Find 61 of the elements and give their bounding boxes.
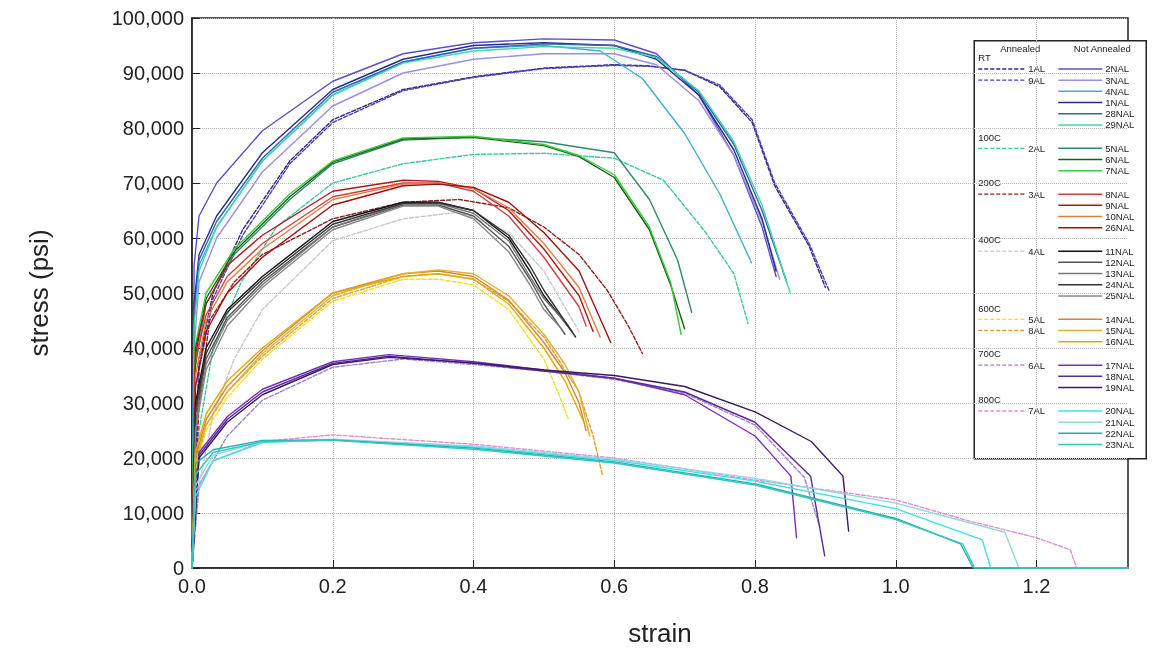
legend-label: 20NAL: [1105, 405, 1135, 417]
annotation: Not Annealed: [1073, 43, 1131, 55]
y-tick-label: 70,000: [122, 172, 184, 194]
y-tick-label: 30,000: [122, 392, 184, 414]
legend-label: 5AL: [1028, 313, 1046, 325]
y-tick-label: 100,000: [111, 7, 184, 29]
y-tick-label: 40,000: [122, 337, 184, 359]
x-tick-label: 0.2: [318, 575, 347, 597]
legend-label: 8AL: [1028, 325, 1046, 337]
legend-label: 4AL: [1028, 245, 1046, 257]
annotation: 600C: [978, 302, 1002, 314]
legend-label: 1NAL: [1105, 97, 1130, 109]
legend-label: 29NAL: [1105, 119, 1135, 131]
annotation: 700C: [978, 348, 1002, 360]
annotation: 100C: [978, 131, 1002, 143]
legend-label: 28NAL: [1105, 108, 1135, 120]
legend-label: 3AL: [1028, 188, 1046, 200]
legend-label: 6NAL: [1105, 154, 1130, 166]
legend-label: 9NAL: [1105, 199, 1130, 211]
legend-label: 19NAL: [1105, 382, 1135, 394]
y-axis-title: stress (psi): [24, 229, 54, 357]
legend-label: 4NAL: [1105, 85, 1130, 97]
legend-label: 13NAL: [1105, 268, 1135, 280]
legend-label: 12NAL: [1105, 256, 1135, 268]
y-tick-label: 50,000: [122, 282, 184, 304]
legend-label: 6AL: [1028, 359, 1046, 371]
legend-label: 18NAL: [1105, 370, 1135, 382]
x-tick-label: 0.6: [600, 575, 629, 597]
x-tick-label: 1.0: [881, 575, 910, 597]
y-tick-label: 10,000: [122, 502, 184, 524]
legend-label: 14NAL: [1105, 313, 1135, 325]
legend-label: 9AL: [1028, 74, 1046, 86]
legend-label: 2AL: [1028, 142, 1046, 154]
legend-label: 10NAL: [1105, 211, 1135, 223]
x-axis-title: strain: [628, 618, 692, 648]
legend-label: 11NAL: [1105, 245, 1134, 257]
legend-label: 15NAL: [1105, 325, 1135, 337]
legend-label: 17NAL: [1105, 359, 1135, 371]
legend-label: 24NAL: [1105, 279, 1135, 291]
legend-label: 26NAL: [1105, 222, 1135, 234]
legend-label: 8NAL: [1105, 188, 1130, 200]
x-tick-label: 1.2: [1022, 575, 1051, 597]
annotation: RT: [978, 52, 991, 64]
annotation: 200C: [978, 177, 1002, 189]
legend-label: 21NAL: [1105, 416, 1135, 428]
y-tick-label: 20,000: [122, 447, 184, 469]
legend-label: 5NAL: [1105, 142, 1130, 154]
y-tick-label: 60,000: [122, 227, 184, 249]
x-tick-label: 0.4: [459, 575, 488, 597]
y-tick-label: 90,000: [122, 62, 184, 84]
x-tick-label: 0.8: [741, 575, 769, 597]
legend-label: 3NAL: [1105, 74, 1130, 86]
y-tick-label: 80,000: [122, 117, 184, 139]
legend-label: 7NAL: [1105, 165, 1130, 177]
legend-label: 23NAL: [1105, 439, 1135, 451]
annotation: 800C: [978, 394, 1002, 406]
legend-label: 16NAL: [1105, 336, 1135, 348]
legend-label: 22NAL: [1105, 427, 1135, 439]
legend-label: 7AL: [1028, 405, 1046, 417]
legend-label: 2NAL: [1105, 63, 1130, 75]
annotation: Annealed: [1000, 43, 1041, 55]
